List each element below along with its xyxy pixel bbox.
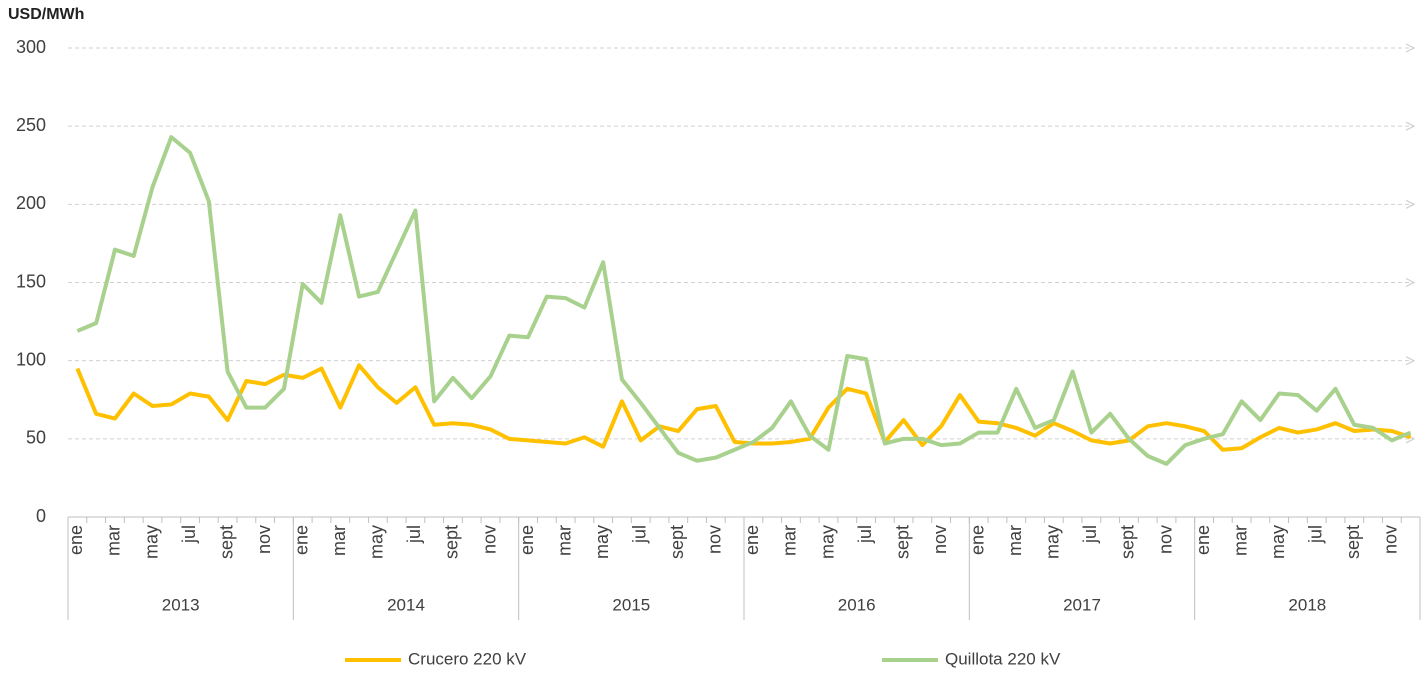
x-tick-label: jul — [629, 525, 649, 544]
year-label: 2015 — [612, 595, 650, 614]
x-tick-label: may — [367, 525, 387, 559]
legend-label: Quillota 220 kV — [945, 649, 1061, 668]
x-tick-label: may — [1268, 525, 1288, 559]
line-series — [76, 135, 1412, 466]
x-tick-label: may — [817, 525, 837, 559]
x-tick-label: sept — [667, 525, 687, 559]
x-tick-label: jul — [855, 525, 875, 544]
y-tick-label: 300 — [16, 37, 46, 57]
x-tick-label: sept — [442, 525, 462, 559]
x-tick-label: mar — [554, 525, 574, 556]
x-tick-label: ene — [967, 525, 987, 555]
x-tick-label: ene — [66, 525, 86, 555]
y-tick-label: 0 — [36, 506, 46, 526]
x-tick-label: may — [592, 525, 612, 559]
x-tick-label: mar — [1230, 525, 1250, 556]
y-tick-label: 250 — [16, 115, 46, 135]
x-tick-label: ene — [1193, 525, 1213, 555]
x-tick-label: jul — [1080, 525, 1100, 544]
x-tick-label: ene — [742, 525, 762, 555]
x-tick-label: jul — [1305, 525, 1325, 544]
year-label: 2013 — [162, 595, 200, 614]
x-tick-label: nov — [1155, 525, 1175, 554]
x-tick-label: mar — [329, 525, 349, 556]
y-tick-label: 200 — [16, 193, 46, 213]
x-tick-label: mar — [780, 525, 800, 556]
x-tick-label: jul — [179, 525, 199, 544]
x-tick-label: jul — [404, 525, 424, 544]
x-tick-label: sept — [216, 525, 236, 559]
x-tick-label: nov — [254, 525, 274, 554]
year-label: 2014 — [387, 595, 425, 614]
x-tick-label: mar — [104, 525, 124, 556]
y-tick-label: 50 — [26, 428, 46, 448]
x-tick-label: sept — [1118, 525, 1138, 559]
y-tick-label: 100 — [16, 349, 46, 369]
x-tick-label: nov — [1381, 525, 1401, 554]
x-tick-label: sept — [1343, 525, 1363, 559]
x-tick-label: ene — [517, 525, 537, 555]
y-axis-label: USD/MWh — [8, 6, 84, 23]
y-tick-label: 150 — [16, 271, 46, 291]
x-tick-label: nov — [705, 525, 725, 554]
x-tick-label: mar — [1005, 525, 1025, 556]
year-label: 2017 — [1063, 595, 1101, 614]
legend-label: Crucero 220 kV — [408, 649, 527, 668]
x-tick-label: nov — [479, 525, 499, 554]
year-label: 2016 — [838, 595, 876, 614]
line-series — [75, 363, 1412, 452]
x-tick-label: may — [1043, 525, 1063, 559]
x-tick-label: may — [141, 525, 161, 559]
x-tick-label: sept — [892, 525, 912, 559]
year-label: 2018 — [1288, 595, 1326, 614]
x-tick-label: nov — [930, 525, 950, 554]
x-tick-label: ene — [291, 525, 311, 555]
